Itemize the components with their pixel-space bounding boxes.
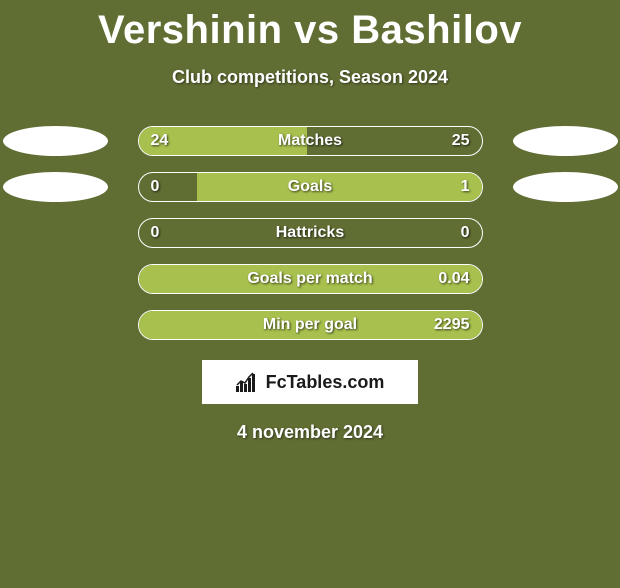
left-oval — [3, 126, 108, 156]
stat-values: 2295 — [139, 311, 482, 339]
right-value: 1 — [461, 178, 470, 196]
stat-values: 24 25 — [139, 127, 482, 155]
stat-values: 00 — [139, 219, 482, 247]
left-spacer — [3, 310, 108, 340]
left-spacer — [3, 218, 108, 248]
stat-row: 2295Min per goal — [0, 310, 620, 340]
left-value: 0 — [151, 178, 160, 196]
right-value: 0.04 — [438, 270, 469, 288]
right-spacer — [513, 218, 618, 248]
stat-bar: 0.04Goals per match — [138, 264, 483, 294]
right-spacer — [513, 310, 618, 340]
date-text: 4 november 2024 — [0, 422, 620, 443]
stat-bar: 2425Matches — [138, 126, 483, 156]
stat-rows-container: 2425Matches01Goals00Hattricks0.04Goals p… — [0, 126, 620, 340]
stat-values: 01 — [139, 173, 482, 201]
stat-row: 00Hattricks — [0, 218, 620, 248]
left-value: 24 — [151, 132, 169, 150]
right-oval — [513, 172, 618, 202]
right-value: 2295 — [434, 316, 470, 334]
stat-bar: 01Goals — [138, 172, 483, 202]
stat-bar: 2295Min per goal — [138, 310, 483, 340]
logo-box: FcTables.com — [202, 360, 418, 404]
stat-row: 2425Matches — [0, 126, 620, 156]
right-oval — [513, 126, 618, 156]
stat-row: 0.04Goals per match — [0, 264, 620, 294]
logo-text: FcTables.com — [266, 372, 385, 393]
page-title: Vershinin vs Bashilov — [0, 8, 620, 53]
subtitle: Club competitions, Season 2024 — [0, 67, 620, 88]
right-spacer — [513, 264, 618, 294]
stat-values: 0.04 — [139, 265, 482, 293]
left-oval — [3, 172, 108, 202]
stat-bar: 00Hattricks — [138, 218, 483, 248]
bars-icon — [236, 372, 260, 392]
stat-row: 01Goals — [0, 172, 620, 202]
right-value: 25 — [452, 132, 470, 150]
right-value: 0 — [461, 224, 470, 242]
left-value: 0 — [151, 224, 160, 242]
left-spacer — [3, 264, 108, 294]
